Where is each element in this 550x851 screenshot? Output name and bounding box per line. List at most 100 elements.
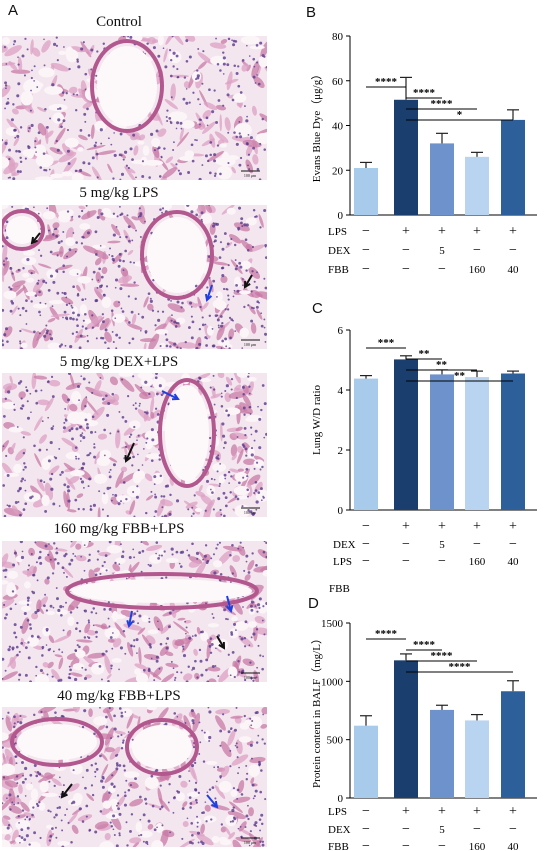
bar xyxy=(430,709,454,798)
treatment-cell: + xyxy=(473,804,481,819)
treatment-cell: 40 xyxy=(508,264,520,276)
treatment-row-label: LPS xyxy=(328,226,347,238)
y-tick-label: 0 xyxy=(338,793,344,805)
error-bar xyxy=(436,132,448,144)
histology-title-dex: 5 mg/kg DEX+LPS xyxy=(59,354,179,370)
y-tick-label: 500 xyxy=(327,735,344,747)
y-tick-label: 20 xyxy=(332,165,344,177)
panel-letter-b: B xyxy=(306,4,317,21)
treatment-cell: 160 xyxy=(469,556,486,568)
significance-label: * xyxy=(457,109,463,121)
y-tick-label: 2 xyxy=(338,445,344,457)
treatment-cell: + xyxy=(402,224,410,239)
treatment-cell: + xyxy=(438,804,446,819)
treatment-row-label: DEX xyxy=(333,539,356,551)
treatment-cell: − xyxy=(509,822,517,837)
histology-image-lps: 100 μm xyxy=(2,205,267,349)
error-bar xyxy=(507,680,519,692)
bar xyxy=(501,119,525,215)
treatment-cell: − xyxy=(473,243,481,258)
treatment-cell: − xyxy=(362,224,370,239)
treatment-cell: − xyxy=(362,839,370,851)
significance-label: *** xyxy=(378,337,395,349)
bar xyxy=(354,378,378,510)
treatment-cell: + xyxy=(402,519,410,534)
bar xyxy=(465,377,489,510)
treatment-cell: − xyxy=(362,537,370,552)
treatment-cell: − xyxy=(402,839,410,851)
y-tick-label: 80 xyxy=(332,31,344,43)
treatment-cell: − xyxy=(473,822,481,837)
bar xyxy=(465,720,489,798)
treatment-cell: − xyxy=(362,554,370,569)
significance-label: **** xyxy=(431,650,454,662)
treatment-cell: − xyxy=(509,243,517,258)
histology-image-control: 100 μm xyxy=(2,36,267,180)
treatment-cell: − xyxy=(509,537,517,552)
error-bar xyxy=(471,370,483,378)
histology-title-fbb40: 40 mg/kg FBB+LPS xyxy=(57,688,181,704)
treatment-row-label: FBB xyxy=(328,264,349,276)
treatment-cell: 5 xyxy=(439,824,445,836)
error-bar xyxy=(400,653,412,661)
significance-label: ** xyxy=(454,370,466,382)
histology-title-fbb160: 160 mg/kg FBB+LPS xyxy=(53,521,185,537)
y-tick-label: 60 xyxy=(332,76,344,88)
error-bar xyxy=(471,151,483,157)
significance-label: ** xyxy=(436,359,448,371)
y-tick-label: 1000 xyxy=(321,676,344,688)
scale-bar-label: 100 μm xyxy=(244,675,257,680)
significance-label: **** xyxy=(413,87,436,99)
y-tick-label: 4 xyxy=(338,385,344,397)
panel-letter-c: C xyxy=(312,300,323,317)
error-bar xyxy=(360,715,372,726)
bar xyxy=(501,691,525,798)
significance-label: **** xyxy=(413,639,436,651)
treatment-cell: 40 xyxy=(508,556,520,568)
treatment-cell: + xyxy=(473,519,481,534)
y-axis-label: Lung W/D ratio xyxy=(311,384,323,455)
y-tick-label: 6 xyxy=(338,325,344,337)
treatment-cell: + xyxy=(509,519,517,534)
histology-image-fbb160: 100 μm xyxy=(2,541,267,682)
treatment-cell: − xyxy=(402,262,410,277)
error-bar xyxy=(507,370,519,374)
significance-label: ** xyxy=(419,348,431,360)
error-bar xyxy=(400,76,412,100)
treatment-cell: − xyxy=(473,537,481,552)
treatment-cell: + xyxy=(473,224,481,239)
treatment-cell: − xyxy=(402,822,410,837)
treatment-cell: + xyxy=(509,804,517,819)
y-tick-label: 0 xyxy=(338,210,344,222)
error-bar xyxy=(436,704,448,710)
treatment-row-label: LPS xyxy=(328,806,347,818)
bar xyxy=(465,156,489,215)
bar xyxy=(354,168,378,215)
treatment-cell: 5 xyxy=(439,539,445,551)
bar xyxy=(430,374,454,510)
scale-bar-label: 100 μm xyxy=(244,840,257,845)
treatment-cell: + xyxy=(509,224,517,239)
significance-label: **** xyxy=(431,98,454,110)
treatment-row-label: DEX xyxy=(328,824,351,836)
treatment-cell: 40 xyxy=(508,841,520,851)
bar xyxy=(394,99,418,215)
significance-label: **** xyxy=(375,76,398,88)
bar xyxy=(501,373,525,510)
error-bar xyxy=(471,713,483,721)
error-bar xyxy=(507,109,519,120)
panel-letter-a: A xyxy=(8,2,19,19)
treatment-row-label: FBB xyxy=(329,583,350,595)
treatment-row-label: LPS xyxy=(333,556,352,568)
treatment-cell: − xyxy=(362,804,370,819)
y-tick-label: 40 xyxy=(332,121,344,133)
treatment-cell: − xyxy=(362,519,370,534)
y-axis-label: Protein content in BALF（mg/L） xyxy=(310,633,323,788)
treatment-cell: 160 xyxy=(469,264,486,276)
treatment-cell: − xyxy=(362,822,370,837)
significance-label: **** xyxy=(449,661,472,673)
treatment-row-label: DEX xyxy=(328,245,351,257)
treatment-cell: 5 xyxy=(439,245,445,257)
